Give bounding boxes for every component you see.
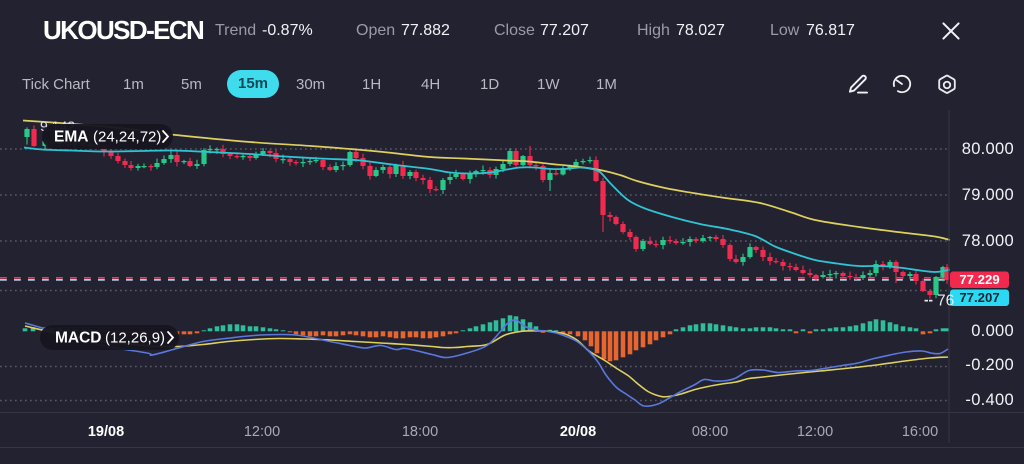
svg-text:76: 76 xyxy=(937,293,954,310)
svg-text:08:00: 08:00 xyxy=(692,424,728,440)
svg-text:EMA: EMA xyxy=(54,129,88,146)
svg-text:MACD: MACD xyxy=(55,330,102,347)
svg-text:79.000: 79.000 xyxy=(962,186,1014,204)
svg-text:(24,24,72): (24,24,72) xyxy=(93,128,161,145)
svg-text:19/08: 19/08 xyxy=(88,424,124,440)
svg-text:12:00: 12:00 xyxy=(797,424,833,440)
svg-text:12:00: 12:00 xyxy=(244,424,280,440)
svg-text:16:00: 16:00 xyxy=(902,424,938,440)
svg-text:18:00: 18:00 xyxy=(402,424,438,440)
svg-text:0.000: 0.000 xyxy=(971,322,1014,340)
svg-text:-0.400: -0.400 xyxy=(965,391,1014,409)
svg-text:--: -- xyxy=(924,293,933,308)
svg-text:-0.200: -0.200 xyxy=(965,356,1014,374)
svg-text:80.000: 80.000 xyxy=(962,140,1014,158)
svg-text:77.207: 77.207 xyxy=(959,290,999,305)
svg-text:20/08: 20/08 xyxy=(560,424,596,440)
svg-text:(12,26,9): (12,26,9) xyxy=(105,329,165,346)
svg-text:77.229: 77.229 xyxy=(959,272,999,287)
svg-text:78.000: 78.000 xyxy=(962,232,1014,250)
